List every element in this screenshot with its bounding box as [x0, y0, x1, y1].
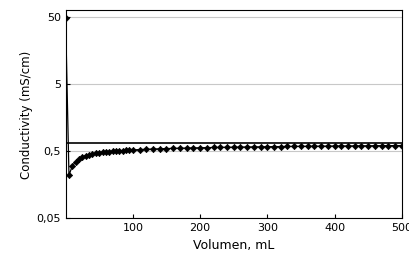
X-axis label: Volumen, mL: Volumen, mL	[193, 239, 274, 252]
Y-axis label: Conductivity (mS/cm): Conductivity (mS/cm)	[20, 50, 34, 179]
